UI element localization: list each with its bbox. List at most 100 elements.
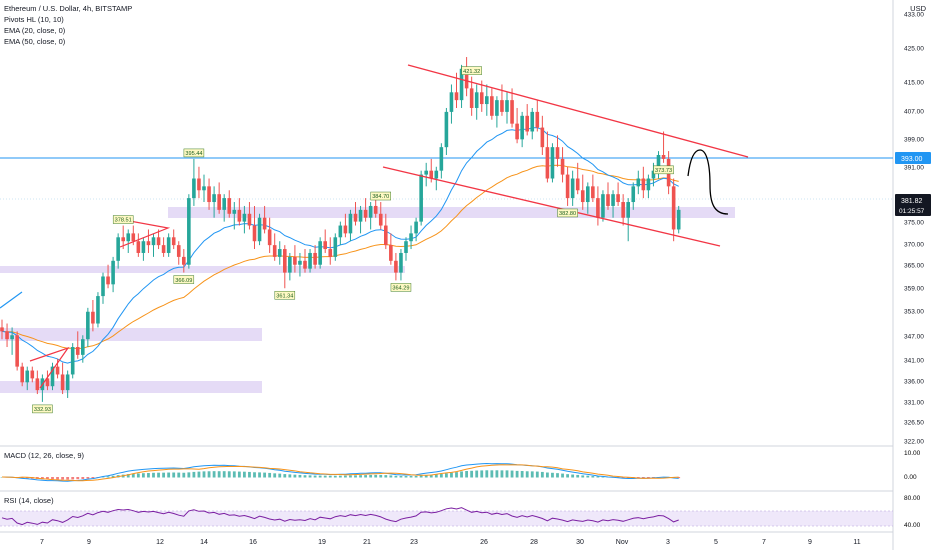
macd-histogram-bar bbox=[303, 475, 307, 478]
candle-body bbox=[136, 241, 141, 253]
price-tick-label: 407.00 bbox=[904, 109, 924, 116]
candle bbox=[217, 182, 221, 214]
level-price-badge-text: 393.00 bbox=[901, 156, 923, 163]
candle bbox=[45, 370, 50, 391]
candle-body bbox=[207, 186, 211, 203]
pivot-label bbox=[370, 191, 391, 201]
candle-body bbox=[626, 202, 630, 218]
candle-body bbox=[333, 237, 338, 257]
candle-body bbox=[591, 186, 595, 199]
macd-histogram-bar bbox=[283, 474, 287, 478]
macd-histogram-bar bbox=[207, 471, 211, 478]
macd-histogram-bar bbox=[470, 470, 474, 478]
macd-histogram-bar bbox=[540, 471, 544, 478]
candle bbox=[540, 115, 545, 155]
macd-histogram-bar bbox=[439, 474, 443, 478]
price-tick-label: 336.00 bbox=[904, 379, 924, 386]
pivot-label-text: 384.70 bbox=[372, 194, 389, 200]
legend-pivots: Pivots HL (10, 10) bbox=[4, 15, 64, 24]
macd-histogram-bar bbox=[258, 472, 261, 478]
candle-body bbox=[126, 233, 131, 242]
legend-main-title: Ethereum / U.S. Dollar, 4h, BITSTAMP bbox=[4, 4, 133, 13]
candle bbox=[86, 307, 90, 348]
candle bbox=[530, 107, 535, 140]
candle bbox=[555, 135, 560, 167]
candle bbox=[394, 252, 398, 281]
candle-body bbox=[70, 347, 75, 375]
date-tick-label: 12 bbox=[156, 539, 164, 546]
candle-body bbox=[141, 241, 146, 253]
candle bbox=[520, 111, 524, 148]
macd-histogram-bar bbox=[374, 474, 378, 478]
date-tick-label: Nov bbox=[616, 539, 629, 546]
candle-body bbox=[596, 198, 600, 218]
date-tick-label: 3 bbox=[666, 539, 670, 546]
price-tick-label: 399.00 bbox=[904, 137, 924, 144]
candle-body bbox=[500, 100, 504, 112]
price-tick-label: 370.00 bbox=[904, 242, 924, 249]
candle bbox=[75, 331, 80, 359]
candle-body bbox=[257, 217, 262, 242]
macd-histogram-bar bbox=[202, 471, 206, 478]
candle-body bbox=[409, 233, 413, 242]
macd-histogram-bar bbox=[530, 471, 534, 478]
date-tick-label: 11 bbox=[853, 539, 860, 546]
candle-body bbox=[389, 245, 393, 261]
candle bbox=[252, 205, 257, 250]
candle bbox=[661, 131, 666, 163]
legend-ema50: EMA (50, close, 0) bbox=[4, 37, 66, 46]
candle-body bbox=[187, 198, 191, 265]
candle-body bbox=[444, 111, 449, 148]
countdown-text: 01:25:57 bbox=[899, 208, 925, 215]
macd-histogram-bar bbox=[556, 473, 559, 478]
macd-histogram-bar bbox=[162, 472, 165, 478]
support-zone bbox=[0, 381, 262, 393]
price-tick-label: 331.00 bbox=[904, 400, 924, 407]
candle-body bbox=[616, 194, 620, 203]
candle bbox=[586, 182, 590, 214]
candle bbox=[606, 182, 610, 210]
macd-histogram-bar bbox=[91, 477, 95, 479]
candle bbox=[616, 182, 620, 206]
candle bbox=[510, 88, 514, 128]
macd-histogram-bar bbox=[596, 476, 600, 478]
macd-histogram-bar bbox=[227, 471, 231, 478]
macd-histogram-bar bbox=[182, 472, 186, 478]
candle-body bbox=[525, 115, 529, 132]
candle-body bbox=[363, 209, 368, 218]
macd-histogram-bar bbox=[586, 475, 590, 478]
candle-body bbox=[434, 170, 439, 179]
candle bbox=[298, 252, 302, 277]
candle-body bbox=[65, 374, 70, 391]
macd-histogram-bar bbox=[288, 474, 292, 478]
candle-body bbox=[222, 198, 226, 210]
macd-histogram-bar bbox=[46, 477, 49, 480]
candle bbox=[267, 217, 272, 253]
candle-body bbox=[429, 170, 434, 179]
macd-histogram-bar bbox=[495, 470, 499, 478]
pivot-label-text: 366.09 bbox=[175, 278, 192, 284]
macd-histogram-bar bbox=[313, 475, 317, 478]
pivot-label bbox=[32, 404, 53, 414]
pivot-label bbox=[112, 215, 134, 224]
macd-histogram-bar bbox=[147, 473, 150, 478]
candle-body bbox=[464, 68, 469, 89]
date-tick-label: 28 bbox=[530, 539, 538, 546]
support-zone bbox=[168, 207, 735, 218]
candle bbox=[626, 198, 630, 242]
macd-histogram-bar bbox=[101, 476, 105, 478]
candle-body bbox=[399, 252, 403, 273]
candle-body bbox=[485, 96, 489, 105]
candle bbox=[277, 241, 282, 265]
macd-histogram-bar bbox=[318, 475, 322, 478]
macd-histogram-bar bbox=[293, 474, 297, 478]
date-tick-label: 16 bbox=[249, 539, 257, 546]
candle bbox=[20, 362, 24, 387]
candle bbox=[363, 198, 368, 222]
candle bbox=[318, 237, 322, 269]
candle bbox=[485, 84, 489, 116]
candle bbox=[30, 366, 35, 383]
candle bbox=[207, 178, 211, 210]
